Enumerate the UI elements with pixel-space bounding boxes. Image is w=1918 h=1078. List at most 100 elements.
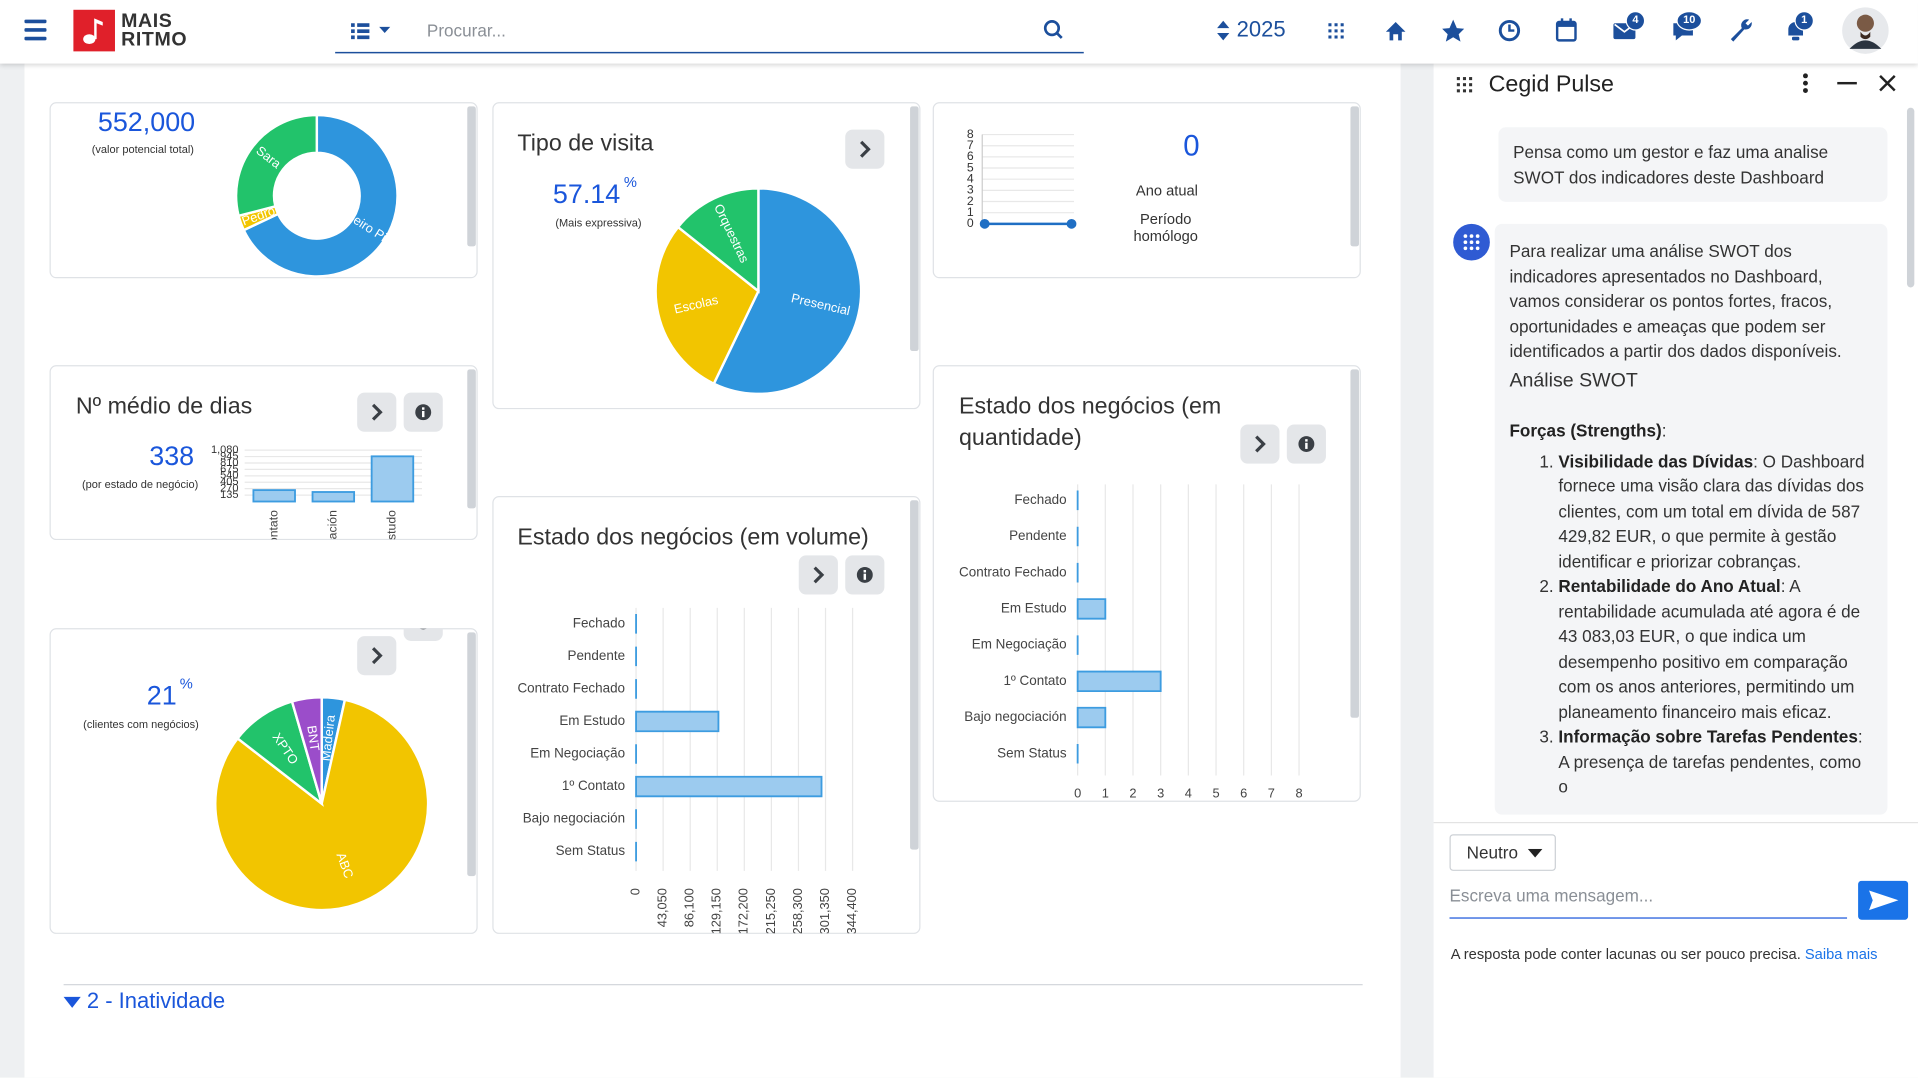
expand-button[interactable] (357, 392, 397, 432)
button-bg (1240, 424, 1280, 464)
strength-item: Visibilidade das Dívidas: O Dashboard fo… (1558, 448, 1872, 573)
chat-title: Cegid Pulse (1488, 72, 1614, 98)
chevron-icon (813, 566, 825, 584)
chat-scrollbar[interactable] (1906, 107, 1915, 288)
y-tick-label: 270 (220, 483, 238, 495)
kpi-caption: (por estado de negócio) (81, 478, 199, 491)
kpi-value: 338 (149, 440, 195, 471)
card-scrollbar[interactable] (910, 106, 919, 352)
card-scrollbar[interactable] (1350, 106, 1359, 247)
strength-title: Informação sobre Tarefas Pendentes (1558, 726, 1858, 747)
y-tick-label: 675 (220, 463, 238, 475)
expand-button[interactable] (845, 129, 885, 169)
mail-button[interactable] (1613, 11, 1646, 40)
search-button[interactable] (1043, 20, 1063, 39)
expand-button[interactable] (798, 555, 838, 595)
pie-slice (654, 225, 760, 386)
tone-dropdown[interactable]: Neutro (1449, 834, 1556, 871)
chevron-icon (371, 403, 383, 421)
y-tick-label: Em Negociação (972, 637, 1067, 652)
y-tick-label: 405 (220, 476, 238, 488)
x-tick-label: 6 (1240, 785, 1247, 800)
strength-title: Rentabilidade do Ano Atual (1558, 576, 1781, 596)
y-tick-label: 3 (967, 183, 974, 197)
bar (1076, 706, 1107, 729)
x-tick-label: 43,050 (655, 888, 670, 927)
search-input[interactable]: Procurar... (426, 20, 506, 41)
user-avatar[interactable] (1842, 7, 1889, 54)
card-title: Estado dos negócios (em quantidade) (958, 393, 1222, 452)
pie-slice (290, 696, 323, 804)
menu-button[interactable] (24, 19, 47, 41)
info-icon-stem (422, 620, 424, 626)
card-scrollbar[interactable] (910, 500, 919, 850)
info-icon-dot (1305, 439, 1308, 442)
strengths-list: Visibilidade das Dívidas: O Dashboard fo… (1509, 448, 1872, 799)
y-tick-label: 540 (220, 470, 238, 482)
assistant-avatar (1453, 223, 1490, 261)
send-button[interactable] (1858, 880, 1909, 920)
history-button[interactable] (1498, 19, 1521, 42)
kpi-value: 552,000 (97, 106, 196, 137)
messages-button[interactable] (1673, 11, 1703, 41)
apps-button[interactable] (1328, 23, 1344, 39)
pie-slice (234, 113, 319, 218)
year-switch[interactable] (1217, 20, 1230, 41)
y-tick-label: Pendente (1009, 528, 1067, 543)
x-tick-label: 1 (1102, 785, 1109, 800)
section-toggle[interactable] (63, 996, 81, 1008)
card-scrollbar[interactable] (467, 632, 476, 877)
x-tick-label: 301,350 (817, 888, 832, 934)
info-button[interactable] (845, 555, 885, 595)
button-bg (845, 129, 885, 169)
strength-text: : A presença de tarefas pendentes, como … (1558, 726, 1863, 797)
home-button[interactable] (1385, 22, 1406, 41)
expand-button[interactable] (357, 636, 397, 676)
x-tick-label: 4 (1185, 785, 1192, 800)
info-button[interactable] (1286, 424, 1326, 464)
strength-item: Rentabilidade do Ano Atual: A rentabilid… (1558, 574, 1872, 724)
card-scrollbar[interactable] (1350, 369, 1359, 718)
chevron-icon (1255, 435, 1266, 453)
section-label[interactable]: 2 - Inatividade (86, 988, 226, 1013)
chat-logo (1456, 77, 1473, 93)
x-tick-label: 344,400 (844, 888, 859, 934)
strengths-title: Forças (Strengths) (1509, 420, 1662, 441)
favorites-button[interactable] (1442, 19, 1465, 42)
messages-badge: 10 (1683, 13, 1696, 26)
y-tick-label: 1º Contato (1003, 673, 1066, 688)
info-icon-dot (422, 407, 425, 410)
card-scrollbar[interactable] (467, 106, 476, 247)
info-button[interactable] (403, 602, 443, 641)
kpi-caption: Ano atual (1135, 182, 1198, 200)
learn-more-link[interactable]: Saiba mais (1804, 945, 1878, 963)
calendar-button[interactable] (1555, 18, 1577, 42)
year-label[interactable]: 2025 (1236, 17, 1286, 42)
bar (635, 775, 823, 798)
x-tick-label: 172,200 (736, 888, 751, 934)
line-point (1066, 218, 1077, 229)
message-input[interactable]: Escreva uma mensagem... (1449, 886, 1848, 919)
y-tick-label: 1 (967, 205, 974, 219)
info-button[interactable] (403, 392, 443, 432)
button-bg (357, 392, 397, 432)
info-icon-dot (422, 616, 424, 618)
chat-close[interactable] (1879, 74, 1896, 92)
chat-options[interactable] (1803, 73, 1808, 93)
expand-button[interactable] (1240, 424, 1280, 464)
card-scrollbar[interactable] (467, 369, 476, 509)
y-tick-label: Bajo negociación (964, 709, 1066, 724)
chat-minimize[interactable] (1837, 81, 1857, 85)
card-content: 0 43,050 86,100 129,150 172,200 215,250 258,30… (517, 555, 885, 934)
tools-button[interactable] (1730, 19, 1752, 42)
x-tick-label: Bajo negociación (326, 510, 340, 603)
notifications-button[interactable] (1788, 11, 1815, 41)
info-icon-stem (863, 573, 867, 580)
view-selector[interactable] (351, 23, 391, 40)
x-tick-label: 1º Contato (266, 510, 280, 568)
